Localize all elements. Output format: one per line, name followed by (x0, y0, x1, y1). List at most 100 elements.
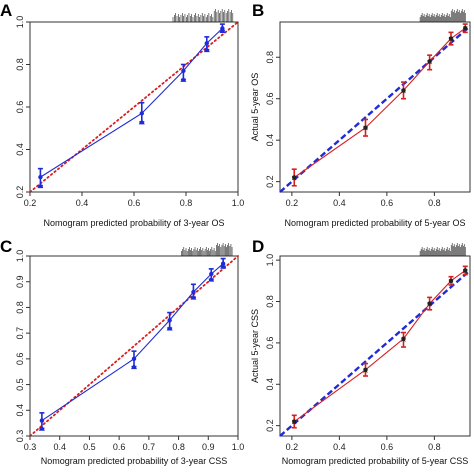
y-tick-label: 0.6 (265, 337, 275, 350)
data-point (204, 41, 209, 46)
panel-letter: C (0, 237, 12, 256)
y-tick-label: 0.8 (15, 301, 25, 314)
x-tick-label: 0.6 (381, 442, 394, 452)
data-point (463, 268, 468, 273)
calibration-line (293, 270, 466, 422)
y-tick-label: 0.8 (15, 58, 25, 71)
data-point (448, 278, 454, 284)
plot-frame (29, 255, 239, 437)
x-tick-label: 0.8 (428, 198, 441, 208)
data-point (363, 367, 368, 372)
triangle-marker (38, 425, 45, 431)
x-tick-label: 0.6 (381, 198, 394, 208)
y-tick-label: 0.7 (15, 327, 25, 340)
plot-frame (279, 255, 471, 437)
y-tick-label: 0.8 (265, 51, 275, 64)
x-tick-label: 0.9 (202, 442, 215, 452)
panel-a: A 0.2 0.4 0.6 0.8 1.0 0.2 0.4 0.6 0.8 1.0 Nomogram … (0, 1, 244, 228)
x-axis-label: Nomogram predicted probability of 3-year… (43, 218, 224, 228)
data-point (427, 59, 432, 64)
triangle-marker (138, 118, 145, 125)
cross-marker: × (462, 266, 469, 275)
cross-marker: × (426, 300, 433, 309)
panel-letter: A (0, 1, 12, 20)
panel-c: C 0.3 0.4 0.5 0.6 0.7 0.8 0.9 1.0 0.3 0.4 0.5 0.6 0.7… (0, 237, 244, 466)
x-axis-label: Nomogram predicted probability of 5-year… (282, 456, 469, 466)
y-tick-label: 1.0 (15, 16, 25, 29)
ideal-line (29, 21, 239, 193)
triangle-marker (208, 276, 215, 282)
cross-marker: × (400, 335, 407, 344)
y-tick-label: 0.3 (15, 430, 25, 443)
data-point (191, 289, 196, 295)
data-point (401, 88, 406, 93)
plot-frame (279, 21, 471, 193)
triangle-marker (219, 27, 226, 33)
y-tick-label: 1.0 (15, 250, 25, 263)
data-point (292, 419, 297, 424)
x-tick-label: 0.2 (286, 198, 299, 208)
y-tick-label: 0.4 (15, 404, 25, 417)
y-tick-label: 0.6 (15, 353, 25, 366)
y-tick-label: 0.4 (15, 143, 25, 156)
y-axis-label: Actual 5-year CSS (250, 309, 260, 383)
cross-marker: × (448, 35, 455, 44)
triangle-marker (166, 325, 173, 331)
triangle-marker (203, 46, 210, 53)
y-tick-label: 1.0 (265, 254, 275, 267)
x-tick-label: 0.3 (24, 442, 37, 452)
calibration-line (293, 27, 466, 178)
y-tick-label: 0.2 (265, 419, 275, 432)
x-tick-label: 0.4 (76, 198, 89, 208)
data-point (139, 111, 144, 116)
data-point (463, 26, 468, 31)
ideal-line (29, 255, 239, 437)
x-axis-label: Nomogram predicted probability of 3-year… (41, 456, 228, 466)
x-tick-label: 0.7 (143, 442, 156, 452)
x-tick-label: 0.8 (172, 442, 185, 452)
cross-marker: × (291, 173, 298, 182)
y-tick-label: 0.2 (265, 175, 275, 188)
triangle-marker (131, 363, 137, 370)
triangle-marker (220, 263, 227, 269)
cross-marker: × (462, 24, 469, 33)
y-tick-label: 0.8 (265, 295, 275, 308)
x-tick-label: 0.2 (286, 442, 299, 452)
data-point (209, 271, 214, 277)
x-tick-label: 0.6 (128, 198, 141, 208)
calibration-line (40, 27, 223, 178)
data-point (181, 68, 186, 74)
triangle-marker (180, 76, 187, 82)
y-tick-label: 0.9 (15, 275, 25, 288)
x-tick-label: 0.6 (113, 442, 126, 452)
ideal-line (279, 25, 471, 193)
x-tick-label: 1.0 (232, 442, 245, 452)
y-tick-label: 0.6 (15, 101, 25, 114)
x-tick-label: 0.8 (428, 442, 441, 452)
y-tick-label: 0.5 (15, 378, 25, 391)
data-point (167, 318, 172, 323)
x-tick-label: 1.0 (232, 198, 245, 208)
x-tick-label: 0.4 (53, 442, 66, 452)
y-tick-label: 0.4 (265, 378, 275, 391)
data-point (363, 125, 368, 130)
data-point (448, 36, 454, 41)
triangle-marker (37, 182, 44, 189)
calibration-line (41, 263, 224, 422)
y-tick-label: 0.4 (265, 134, 275, 147)
cross-marker: × (362, 366, 369, 375)
panel-letter: B (252, 1, 264, 20)
y-axis-label: Actual 5-year OS (250, 73, 260, 142)
y-tick-label: 0.2 (15, 186, 25, 199)
data-point (131, 356, 137, 362)
panel-d: D 0.2 0.4 0.6 0.8 0.2 0.4 0.6 0.8 1.0 Nomogram pre… (250, 237, 471, 466)
x-tick-label: 0.5 (83, 442, 96, 452)
x-tick-label: 0.8 (180, 198, 193, 208)
cross-marker: × (291, 418, 298, 427)
x-axis-label: Nomogram predicted probability of 5-year… (284, 218, 465, 228)
x-tick-label: 0.2 (24, 198, 37, 208)
cross-marker: × (426, 57, 433, 66)
panel-letter: D (252, 237, 264, 256)
data-point (401, 336, 406, 341)
